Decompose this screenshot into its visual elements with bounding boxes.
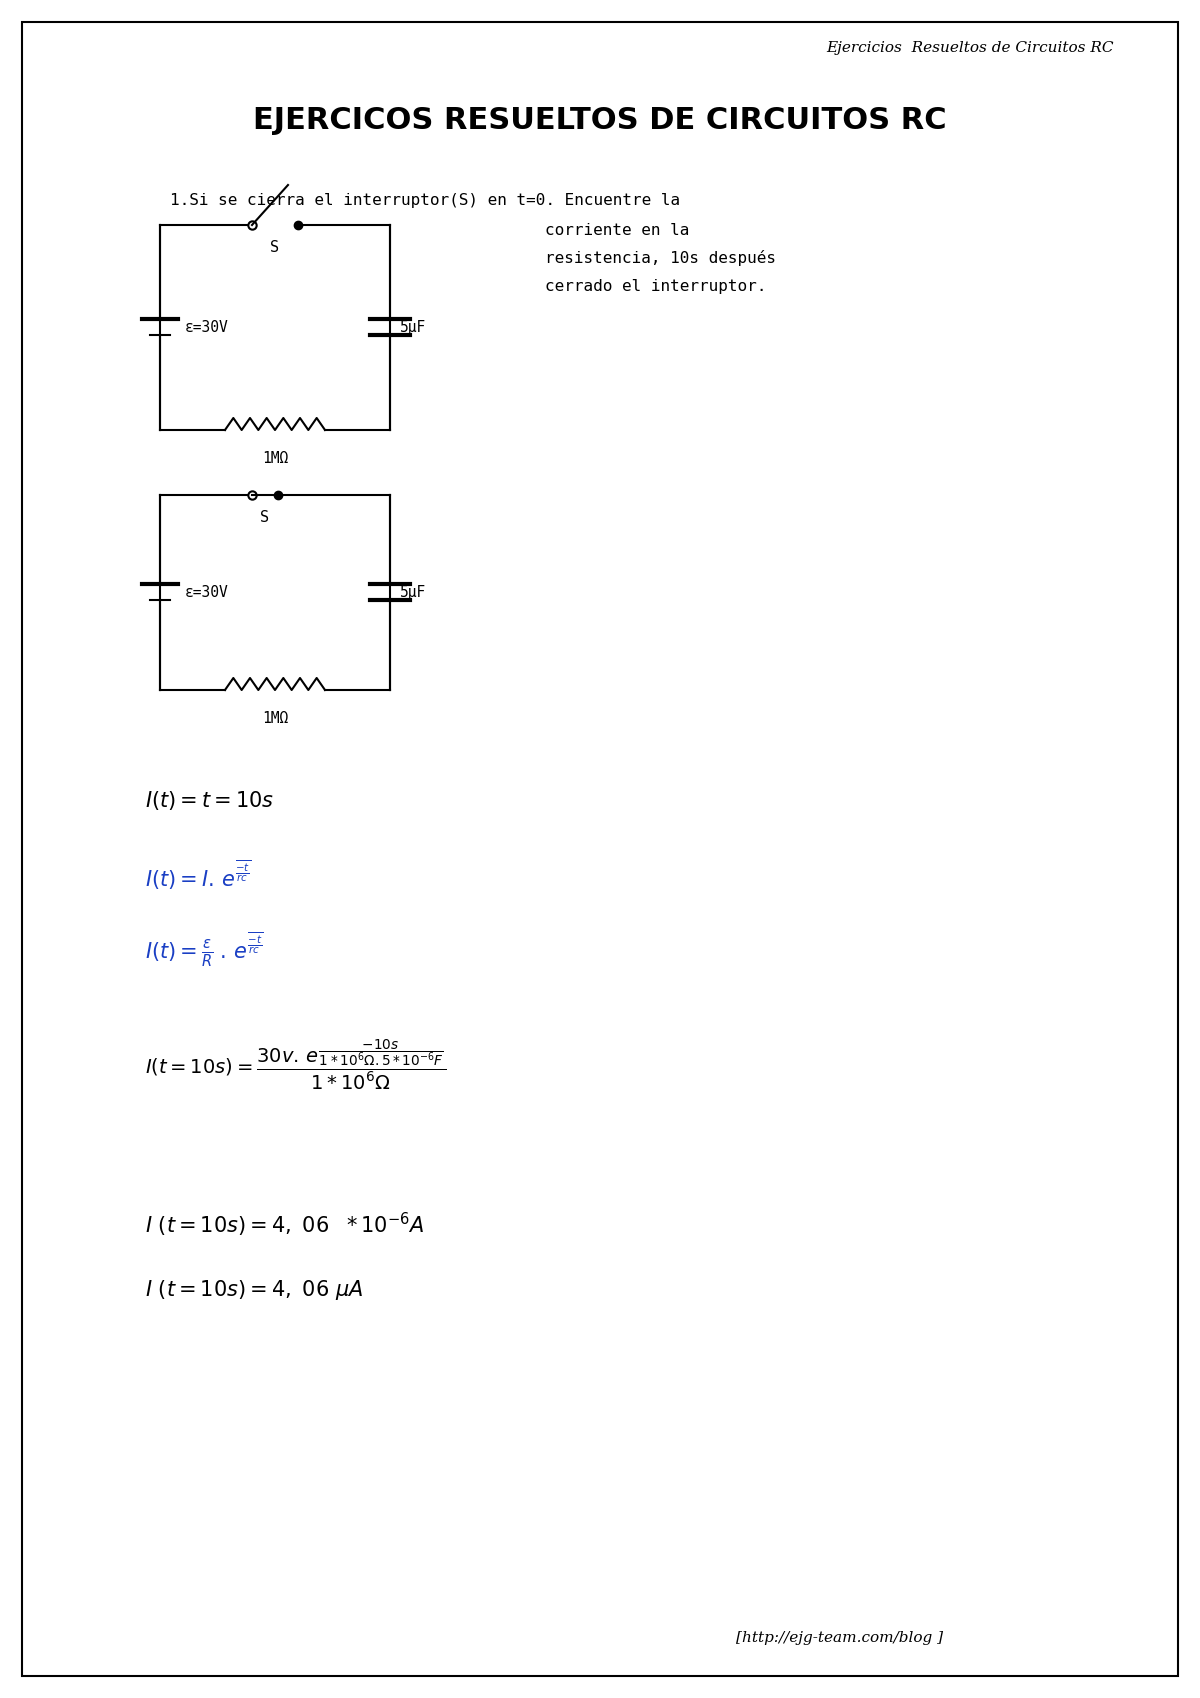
Text: $I(t) = t = 10s$: $I(t) = t = 10s$: [145, 788, 274, 812]
Text: ε=30V: ε=30V: [185, 584, 229, 599]
Text: [http://ejg-team.com/blog ]: [http://ejg-team.com/blog ]: [737, 1632, 943, 1645]
Text: $I\ (t{=}10s) =4,\ 06\ \mu A$: $I\ (t{=}10s) =4,\ 06\ \mu A$: [145, 1279, 364, 1302]
Text: cerrado el interruptor.: cerrado el interruptor.: [545, 278, 767, 294]
Text: 5μF: 5μF: [400, 319, 426, 335]
Text: S: S: [260, 509, 270, 525]
Text: 1.Si se cierra el interruptor(S) en t=0. Encuentre la: 1.Si se cierra el interruptor(S) en t=0.…: [170, 192, 680, 207]
Text: Ejercicios  Resueltos de Circuitos RC: Ejercicios Resueltos de Circuitos RC: [827, 41, 1114, 54]
Text: S: S: [270, 239, 280, 255]
Text: $I(t) = I.\,e^{\overline{\frac{-t}{rc}}}$: $I(t) = I.\,e^{\overline{\frac{-t}{rc}}}…: [145, 859, 252, 891]
Text: 5μF: 5μF: [400, 584, 426, 599]
Text: 1MΩ: 1MΩ: [262, 450, 288, 465]
Text: corriente en la: corriente en la: [545, 222, 689, 238]
Text: $I(t) = \frac{\varepsilon}{R}\;.\,e^{\overline{\frac{-t}{rc}}}$: $I(t) = \frac{\varepsilon}{R}\;.\,e^{\ov…: [145, 931, 264, 970]
Text: ε=30V: ε=30V: [185, 319, 229, 335]
Text: EJERCICOS RESUELTOS DE CIRCUITOS RC: EJERCICOS RESUELTOS DE CIRCUITOS RC: [253, 105, 947, 134]
Text: resistencia, 10s después: resistencia, 10s después: [545, 250, 776, 267]
Text: $I(t = 10s) = \dfrac{30v.\,e^{\dfrac{-10s}{1*10^6\Omega.5*10^{-6}F}}}{1*10^6\Ome: $I(t = 10s) = \dfrac{30v.\,e^{\dfrac{-10…: [145, 1037, 446, 1092]
Text: $I\ (t{=}10s) = 4,\ 06\ \ *10^{-6}A$: $I\ (t{=}10s) = 4,\ 06\ \ *10^{-6}A$: [145, 1211, 425, 1240]
Text: 1MΩ: 1MΩ: [262, 710, 288, 725]
